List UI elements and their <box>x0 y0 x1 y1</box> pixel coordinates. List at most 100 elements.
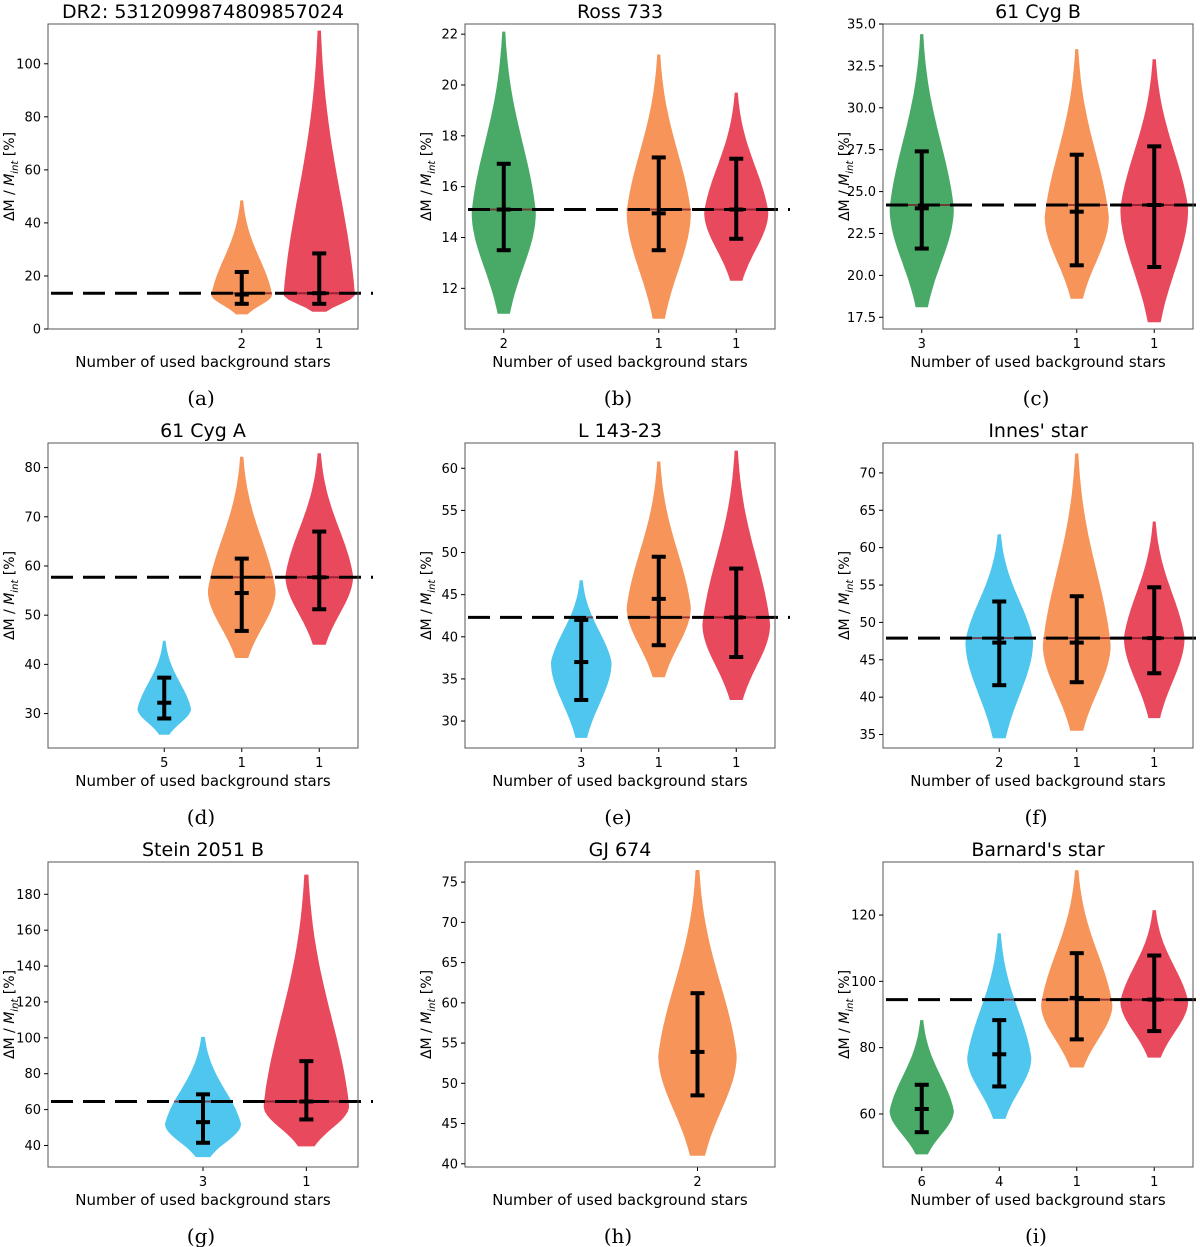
y-axis-label: ΔM / Mint [%] <box>2 970 21 1059</box>
x-tick-label: 1 <box>732 337 740 352</box>
x-axis-label: Number of used background stars <box>910 353 1166 371</box>
y-tick-label: 140 <box>16 960 41 975</box>
panel-title: DR2: 5312099874809857024 <box>62 1 344 23</box>
plot-frame <box>464 23 776 330</box>
panel-i: 6 4 1 1 60 80 100 120 Barnard's star Number of us… <box>837 839 1200 1247</box>
panel-caption: (c) <box>1023 386 1050 410</box>
y-tick-label: 45 <box>859 653 876 668</box>
panel-title: 61 Cyg B <box>995 1 1081 23</box>
y-tick-label: 30 <box>24 707 41 722</box>
y-tick-label: 35 <box>441 672 458 687</box>
x-tick-label: 1 <box>315 756 323 771</box>
plot-frame <box>47 861 359 1168</box>
y-tick-label: 60 <box>441 996 458 1011</box>
y-tick-label: 25.0 <box>847 185 876 200</box>
x-tick-label: 1 <box>238 756 246 771</box>
violin-body <box>1042 453 1111 731</box>
y-tick-label: 45 <box>441 1117 458 1132</box>
y-tick-label: 50 <box>859 616 876 631</box>
y-tick-label: 14 <box>441 231 458 246</box>
x-tick-label: 3 <box>918 337 926 352</box>
x-tick-label: 1 <box>1073 756 1081 771</box>
y-tick-label: 40 <box>441 1157 458 1172</box>
x-axis-label: Number of used background stars <box>75 772 331 790</box>
y-tick-label: 60 <box>859 1107 876 1122</box>
y-tick-label: 16 <box>441 180 458 195</box>
y-axis-label: ΔM / Mint [%] <box>837 551 856 640</box>
y-tick-label: 100 <box>851 975 876 990</box>
plot-frame <box>882 23 1194 330</box>
y-tick-label: 0 <box>33 323 41 338</box>
x-tick-label: 2 <box>500 337 508 352</box>
panel-caption: (e) <box>604 805 631 829</box>
y-tick-label: 60 <box>24 163 41 178</box>
y-tick-label: 45 <box>441 588 458 603</box>
y-tick-label: 50 <box>24 609 41 624</box>
y-tick-label: 60 <box>24 559 41 574</box>
panel-caption: (f) <box>1024 805 1047 829</box>
y-tick-label: 65 <box>859 504 876 519</box>
y-tick-label: 50 <box>441 1077 458 1092</box>
y-tick-label: 35.0 <box>847 18 876 33</box>
x-tick-label: 1 <box>1150 1175 1158 1190</box>
panel-title: Ross 733 <box>577 1 663 23</box>
y-axis-label: ΔM / Mint [%] <box>419 970 438 1059</box>
y-tick-label: 100 <box>16 57 41 72</box>
x-tick-label: 1 <box>315 337 323 352</box>
y-tick-label: 60 <box>859 541 876 556</box>
plot-frame <box>882 442 1194 749</box>
y-tick-label: 30 <box>441 715 458 730</box>
y-axis-label: ΔM / Mint [%] <box>2 551 21 640</box>
panel-caption: (g) <box>187 1224 215 1247</box>
y-tick-label: 80 <box>859 1041 876 1056</box>
panel-b: 2 1 1 12 14 16 18 20 22 Ross 733 Number of used ba… <box>419 1 790 410</box>
y-tick-label: 80 <box>24 110 41 125</box>
y-tick-label: 50 <box>441 546 458 561</box>
violin-body <box>283 30 355 312</box>
x-tick-label: 2 <box>238 337 246 352</box>
plot-frame <box>464 861 776 1168</box>
plot-frame <box>47 442 359 749</box>
y-tick-label: 22 <box>441 28 458 43</box>
y-tick-label: 40 <box>24 216 41 231</box>
y-tick-label: 30.0 <box>847 101 876 116</box>
panel-caption: (a) <box>187 386 215 410</box>
y-tick-label: 65 <box>441 956 458 971</box>
y-tick-label: 40 <box>24 658 41 673</box>
plot-frame <box>464 442 776 749</box>
y-tick-label: 40 <box>24 1139 41 1154</box>
x-tick-label: 3 <box>577 756 585 771</box>
plot-frame <box>47 23 359 330</box>
x-tick-label: 2 <box>995 756 1003 771</box>
x-tick-label: 1 <box>1073 1175 1081 1190</box>
plot-frame <box>882 861 1194 1168</box>
x-tick-label: 1 <box>302 1175 310 1190</box>
x-axis-label: Number of used background stars <box>492 772 748 790</box>
y-tick-label: 35 <box>859 728 876 743</box>
y-axis-label: ΔM / Mint [%] <box>837 970 856 1059</box>
x-tick-label: 1 <box>655 337 663 352</box>
y-axis-label: ΔM / Mint [%] <box>2 132 21 221</box>
y-tick-label: 120 <box>16 995 41 1010</box>
x-axis-label: Number of used background stars <box>492 353 748 371</box>
x-axis-label: Number of used background stars <box>492 1191 748 1209</box>
y-axis-label: ΔM / Mint [%] <box>837 132 856 221</box>
y-tick-label: 18 <box>441 129 458 144</box>
y-tick-label: 12 <box>441 282 458 297</box>
y-tick-label: 70 <box>24 510 41 525</box>
y-tick-label: 40 <box>859 691 876 706</box>
y-tick-label: 32.5 <box>847 59 876 74</box>
y-tick-label: 120 <box>851 909 876 924</box>
panel-d: 5 1 1 30 40 50 60 70 80 61 Cyg A Number of used ba… <box>2 420 373 829</box>
panel-title: 61 Cyg A <box>160 420 246 442</box>
y-tick-label: 80 <box>24 1067 41 1082</box>
x-tick-label: 3 <box>199 1175 207 1190</box>
x-axis-label: Number of used background stars <box>75 1191 331 1209</box>
x-tick-label: 2 <box>693 1175 701 1190</box>
panel-a: 2 1 0 20 40 60 80 100 DR2: 5312099874809857024 Nu… <box>2 1 373 410</box>
x-axis-label: Number of used background stars <box>910 772 1166 790</box>
y-tick-label: 27.5 <box>847 143 876 158</box>
x-tick-label: 1 <box>1150 337 1158 352</box>
y-tick-label: 55 <box>441 1037 458 1052</box>
